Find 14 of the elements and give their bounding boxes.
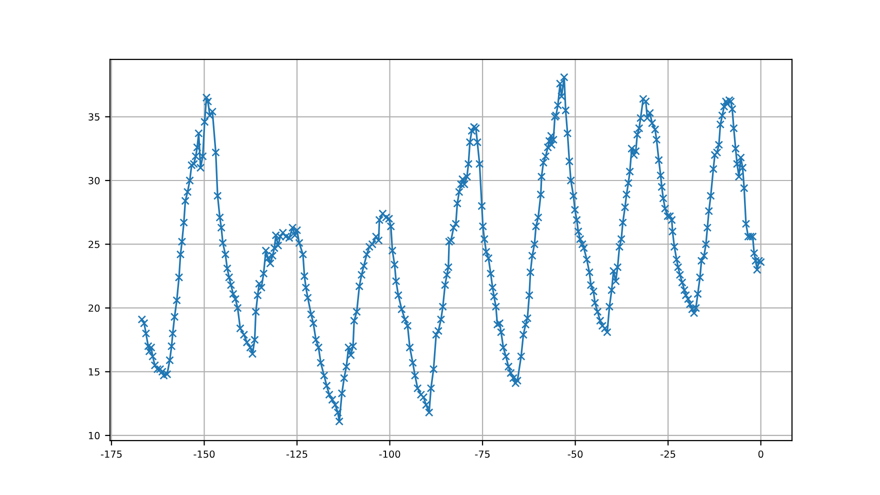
y-tick-label: 35 [88,113,100,121]
x-tick-label: -100 [379,450,400,458]
x-tick-label: -50 [568,450,583,458]
y-tick-label: 10 [88,432,100,440]
x-tick-label: -25 [660,450,676,458]
x-tick-label: -150 [194,450,215,458]
y-tick-label: 25 [88,240,100,248]
x-tick-label: -175 [100,450,122,458]
x-tick-label: -75 [475,450,490,458]
x-tick-label: 0 [758,450,764,458]
x-tick-label: -125 [286,450,308,458]
y-tick-label: 30 [88,176,100,184]
y-tick-label: 20 [88,304,100,312]
y-tick-label: 15 [88,368,100,376]
